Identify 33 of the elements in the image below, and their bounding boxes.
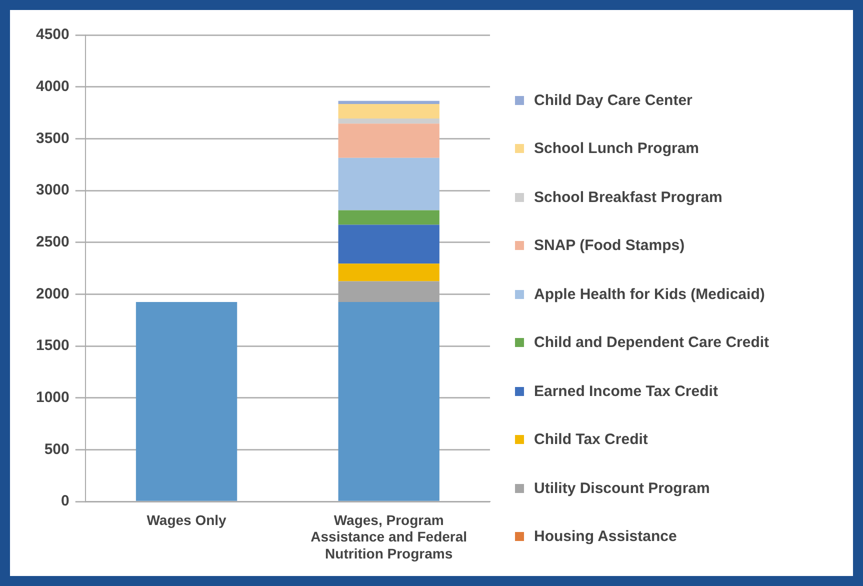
bar	[338, 210, 440, 225]
y-tick-label: 2000	[36, 285, 70, 302]
y-tick-label: 1500	[36, 337, 70, 354]
bar	[338, 158, 440, 210]
bar	[338, 224, 440, 264]
legend-label: Child Tax Credit	[534, 431, 648, 448]
legend-label: Housing Assistance	[534, 528, 677, 546]
legend-label: Child Day Care Center	[534, 92, 692, 109]
y-tick-label: 0	[61, 492, 70, 510]
y-tick-label: 1000	[36, 389, 70, 406]
bar	[338, 302, 440, 501]
y-tick-label: 3500	[36, 130, 70, 147]
legend-label: Earned Income Tax Credit	[534, 382, 718, 400]
y-tick-label: 4000	[36, 78, 70, 95]
legend-label: SNAP (Food Stamps)	[534, 237, 685, 254]
legend-label: Apple Health for Kids (Medicaid)	[534, 286, 765, 303]
bar	[338, 104, 440, 118]
legend-label: School Breakfast Program	[534, 188, 722, 206]
y-tick-label: 500	[44, 440, 70, 458]
y-tick-label: 4500	[36, 26, 70, 44]
y-tick-label: 2500	[36, 234, 70, 251]
legend-label: Utility Discount Program	[534, 480, 710, 497]
y-tick-label: 3000	[36, 182, 70, 199]
x-tick-label: Wages Only	[146, 512, 227, 528]
bar	[136, 302, 238, 501]
x-tick-label: Wages, Program Assistance and Federal Nutrition Programs	[310, 512, 468, 562]
bar	[338, 100, 440, 104]
bar	[338, 264, 440, 282]
legend-label: School Lunch Program	[534, 140, 700, 158]
bar	[338, 281, 440, 302]
legend-label: Child and Dependent Care Credit	[534, 334, 770, 352]
bar	[338, 124, 440, 158]
bar	[338, 118, 440, 124]
